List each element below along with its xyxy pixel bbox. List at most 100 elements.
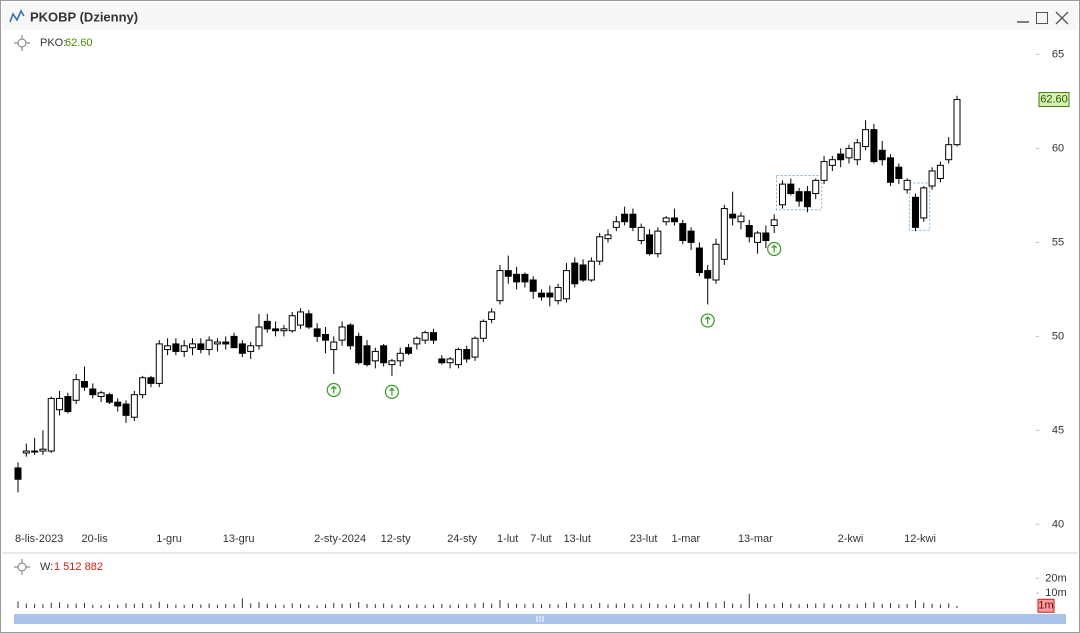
signal-marker <box>767 241 782 257</box>
volume-tag-label: 1m <box>1038 600 1053 612</box>
x-tick-label: 1-gru <box>156 533 182 545</box>
x-tick-label: 1-lut <box>497 533 518 545</box>
candle-body <box>887 157 895 183</box>
candle-body <box>471 337 479 358</box>
candle-body <box>862 129 870 148</box>
candle-body <box>878 149 886 161</box>
candle-body <box>122 403 130 416</box>
candle-body <box>695 247 703 273</box>
candle-body <box>853 142 861 161</box>
candle-body <box>139 377 147 396</box>
signal-arrow <box>704 316 711 324</box>
candle-body <box>529 279 537 292</box>
legend-name: PKO: <box>40 37 66 49</box>
maximize-button[interactable] <box>1036 12 1048 24</box>
candle-body <box>355 335 363 364</box>
volume-tick-label: 10m <box>1045 587 1066 599</box>
x-tick-label: 2-kwi <box>838 533 864 545</box>
candle-body <box>720 208 728 260</box>
candle-body <box>562 270 570 300</box>
candle-body <box>538 292 546 298</box>
pattern-box <box>908 182 931 231</box>
candle-body <box>745 224 753 238</box>
candle-body <box>571 262 579 285</box>
candle-body <box>488 311 496 320</box>
candle-body <box>454 349 462 366</box>
x-tick-label: 2-sty-2024 <box>314 533 366 545</box>
candle-body <box>39 448 47 452</box>
candle-body <box>288 315 296 332</box>
y-tick-label: 65 <box>1052 48 1064 60</box>
candle-body <box>513 273 521 283</box>
candle-body <box>97 392 105 398</box>
candle-body <box>911 196 919 228</box>
scrollbar-grip[interactable] <box>536 616 544 622</box>
last-price-label: 62.60 <box>1040 93 1068 105</box>
volume-tick-label: 20m <box>1045 572 1066 584</box>
candle-body <box>936 164 944 179</box>
candle-body <box>31 450 39 453</box>
close-button[interactable] <box>1055 11 1069 25</box>
candle-body <box>14 467 22 480</box>
candle-body <box>363 345 371 366</box>
x-tick-label: 13-gru <box>223 533 255 545</box>
candle-body <box>164 345 172 351</box>
candle-body <box>421 332 429 341</box>
signal-marker <box>700 313 715 328</box>
candle-body <box>870 129 878 163</box>
candle-body <box>928 170 936 187</box>
candle-body <box>321 334 329 341</box>
y-tick-label: 50 <box>1052 330 1064 342</box>
candle-body <box>920 187 928 219</box>
candle-body <box>413 337 421 345</box>
candle-body <box>114 401 122 407</box>
legend-icon[interactable] <box>14 35 30 51</box>
candle-body <box>280 328 288 332</box>
candle-body <box>812 179 820 195</box>
candle-body <box>155 343 163 384</box>
candle-body <box>446 358 454 364</box>
candle-body <box>80 381 88 388</box>
candle-body <box>47 397 55 452</box>
volume-legend-value: 1 512 882 <box>54 561 103 573</box>
candle-body <box>255 326 263 347</box>
candle-body <box>737 215 745 223</box>
x-tick-label: 20-lis <box>81 533 108 545</box>
candle-body <box>795 191 803 202</box>
candle-body <box>429 332 437 341</box>
x-tick-label: 12-kwi <box>904 533 936 545</box>
candle-body <box>213 341 221 345</box>
candle-body <box>654 230 662 255</box>
candle-body <box>56 397 64 411</box>
candle-body <box>787 183 795 195</box>
last-price-tag <box>1038 92 1070 108</box>
x-tick-label: 12-sty <box>381 533 411 545</box>
candle-body <box>479 320 487 339</box>
y-tick-label: 55 <box>1052 236 1064 248</box>
candle-body <box>330 341 338 351</box>
candle-body <box>205 339 213 351</box>
candle-body <box>629 213 637 228</box>
candle-body <box>405 347 413 354</box>
signal-marker <box>384 384 400 399</box>
candle-body <box>637 226 645 242</box>
x-tick-label: 13-mar <box>738 533 773 545</box>
candle-body <box>89 388 97 396</box>
title-bar <box>2 2 1078 30</box>
volume-legend-icon[interactable] <box>14 559 30 575</box>
candle-body <box>247 345 255 352</box>
candle-body <box>172 343 180 352</box>
candle-body <box>945 144 953 161</box>
candle-body <box>64 396 72 413</box>
signal-arrow <box>330 385 337 394</box>
candle-body <box>895 166 903 179</box>
candle-body <box>130 394 138 418</box>
x-tick-label: 24-sty <box>447 533 477 545</box>
x-tick-label: 8-lis-2023 <box>15 533 63 545</box>
candle-body <box>463 349 471 360</box>
y-tick-label: 40 <box>1052 518 1064 530</box>
candle-body <box>521 273 529 283</box>
candle-body <box>554 287 562 302</box>
